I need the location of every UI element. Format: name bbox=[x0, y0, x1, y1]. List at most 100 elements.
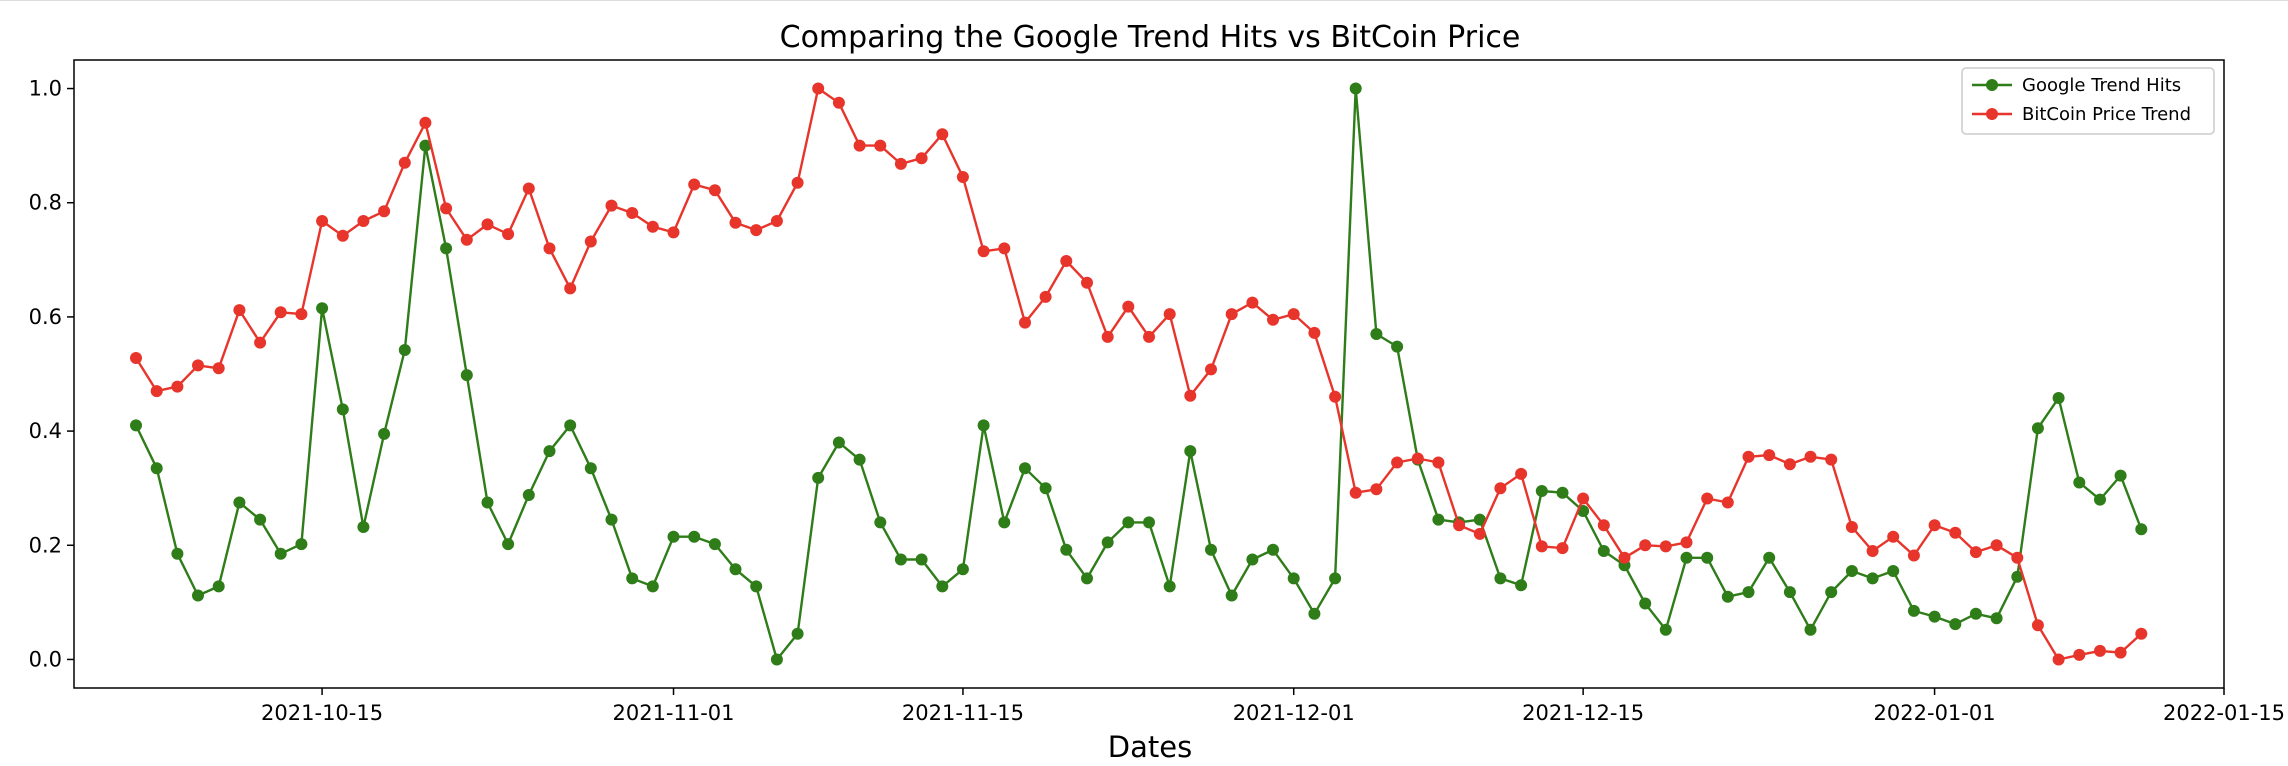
data-point bbox=[336, 229, 349, 242]
data-point bbox=[2073, 648, 2086, 661]
data-point bbox=[1308, 326, 1321, 339]
data-point bbox=[791, 627, 804, 640]
data-point bbox=[936, 580, 949, 593]
data-point bbox=[295, 308, 308, 321]
series-line-1 bbox=[134, 87, 2143, 661]
x-tick-label: 2021-12-01 bbox=[1233, 701, 1355, 725]
data-point bbox=[1783, 458, 1796, 471]
data-point bbox=[2135, 523, 2148, 536]
data-point bbox=[1101, 536, 1114, 549]
data-point bbox=[1515, 467, 1528, 480]
data-point bbox=[646, 580, 659, 593]
data-point bbox=[1928, 519, 1941, 532]
data-point bbox=[998, 516, 1011, 529]
data-point bbox=[874, 139, 887, 152]
data-point bbox=[1432, 513, 1445, 526]
data-point bbox=[1122, 516, 1135, 529]
data-point bbox=[171, 547, 184, 560]
data-point bbox=[1639, 539, 1652, 552]
data-point bbox=[2052, 653, 2065, 666]
data-point bbox=[1019, 462, 1031, 475]
legend-label: Google Trend Hits bbox=[2022, 75, 2181, 96]
data-point bbox=[1184, 389, 1197, 402]
data-point bbox=[894, 157, 907, 170]
y-axis: 0.0 0.2 0.4 0.6 0.8 1.0 bbox=[29, 77, 74, 671]
data-point bbox=[1556, 486, 1569, 499]
data-point bbox=[1246, 296, 1259, 309]
data-point bbox=[1370, 483, 1383, 496]
data-point bbox=[1391, 340, 1404, 353]
data-point bbox=[2094, 644, 2106, 657]
data-point bbox=[750, 224, 763, 237]
data-point bbox=[1411, 452, 1424, 465]
y-tick-label: 0.2 bbox=[29, 533, 62, 557]
data-point bbox=[357, 521, 370, 533]
data-point bbox=[1804, 623, 1817, 636]
data-point bbox=[1329, 572, 1342, 585]
data-point bbox=[316, 215, 329, 227]
data-point bbox=[1535, 540, 1548, 553]
data-point bbox=[1845, 521, 1858, 533]
data-point bbox=[1267, 313, 1279, 326]
data-point bbox=[274, 306, 287, 319]
data-point bbox=[2011, 570, 2024, 583]
plot-frame bbox=[73, 59, 2225, 689]
data-point bbox=[1680, 536, 1693, 549]
data-point bbox=[1081, 572, 1093, 585]
data-point bbox=[1432, 456, 1445, 469]
data-point bbox=[212, 580, 225, 593]
data-point bbox=[502, 538, 515, 551]
series-line-0 bbox=[134, 87, 2143, 661]
data-point bbox=[688, 178, 701, 191]
data-point bbox=[1990, 612, 2003, 625]
y-tick-label: 0.8 bbox=[29, 191, 62, 215]
data-point bbox=[1039, 482, 1052, 495]
data-point bbox=[481, 218, 494, 231]
data-point bbox=[646, 220, 659, 233]
legend-marker bbox=[1986, 79, 1998, 91]
data-point bbox=[1267, 543, 1279, 556]
data-point bbox=[233, 496, 246, 509]
data-point bbox=[192, 589, 204, 602]
data-point bbox=[832, 96, 845, 109]
chart-title: Comparing the Google Trend Hits vs BitCo… bbox=[780, 20, 1521, 55]
data-point bbox=[1907, 549, 1920, 562]
data-point bbox=[1349, 486, 1362, 499]
data-point bbox=[1349, 82, 1362, 95]
y-tick-label: 1.0 bbox=[29, 77, 62, 101]
data-point bbox=[378, 205, 391, 218]
data-point bbox=[150, 462, 163, 475]
data-point bbox=[1721, 590, 1734, 603]
data-point bbox=[2011, 551, 2024, 564]
data-point bbox=[1763, 551, 1776, 564]
data-point bbox=[274, 547, 287, 560]
data-point bbox=[770, 653, 783, 666]
data-point bbox=[2094, 493, 2106, 506]
data-point bbox=[1019, 316, 1031, 329]
data-point bbox=[398, 156, 411, 169]
data-point bbox=[1659, 623, 1672, 636]
data-point bbox=[1969, 546, 1982, 559]
data-point bbox=[956, 563, 969, 576]
data-point bbox=[1783, 586, 1796, 599]
data-point bbox=[915, 152, 928, 165]
data-point bbox=[398, 344, 411, 356]
data-point bbox=[1143, 516, 1155, 529]
data-point bbox=[254, 336, 267, 349]
data-point bbox=[998, 242, 1011, 255]
y-tick-label: 0.0 bbox=[29, 647, 62, 671]
data-point bbox=[626, 572, 639, 585]
data-point bbox=[233, 304, 246, 317]
data-point bbox=[1329, 390, 1342, 403]
data-point bbox=[1742, 586, 1755, 599]
data-point bbox=[1763, 449, 1776, 462]
data-point bbox=[688, 530, 701, 543]
data-point bbox=[832, 436, 845, 449]
data-point bbox=[1163, 308, 1176, 321]
x-tick-label: 2022-01-01 bbox=[1874, 701, 1996, 725]
data-point bbox=[1184, 445, 1197, 458]
data-point bbox=[605, 513, 618, 526]
data-point bbox=[543, 242, 556, 255]
data-point bbox=[1804, 450, 1817, 463]
data-point bbox=[1287, 308, 1300, 321]
